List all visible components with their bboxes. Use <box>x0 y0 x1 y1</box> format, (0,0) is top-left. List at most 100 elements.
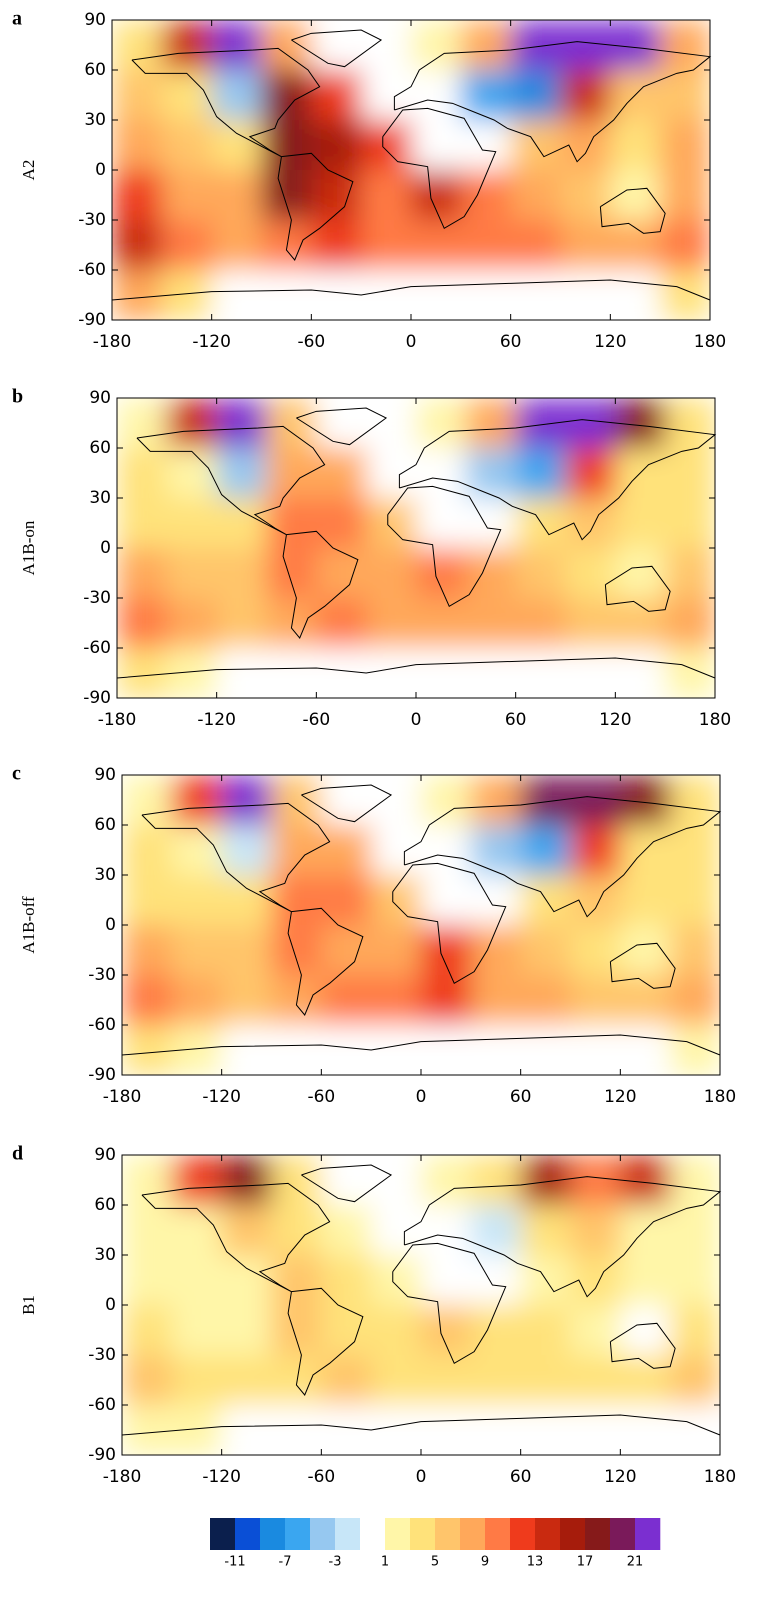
colorbar-tick-label: -3 <box>329 1555 342 1570</box>
cell <box>361 170 412 221</box>
cell <box>221 1255 272 1306</box>
cell <box>665 548 716 599</box>
cell <box>112 170 163 221</box>
cell <box>421 1025 472 1076</box>
cell <box>465 498 517 549</box>
panel-label: a <box>12 8 22 30</box>
cell <box>565 448 616 499</box>
y-tick-label: 60 <box>84 60 106 80</box>
x-tick-label: -60 <box>307 1087 335 1107</box>
colorbar-box <box>385 1518 411 1550</box>
cell <box>560 220 611 271</box>
coastline <box>141 1182 331 1293</box>
cell <box>161 170 213 221</box>
colorbar-tick-label: 1 <box>381 1555 389 1570</box>
cell <box>620 775 671 826</box>
colorbar-box <box>460 1518 486 1550</box>
cell <box>271 1255 322 1306</box>
coastline <box>387 485 502 608</box>
cell <box>171 875 223 926</box>
cell <box>460 270 512 321</box>
cell <box>171 775 223 826</box>
cell <box>470 825 522 876</box>
cell <box>465 548 517 599</box>
y-tick-label: 30 <box>89 488 111 508</box>
x-tick-label: -120 <box>192 332 231 352</box>
cell <box>122 1405 173 1456</box>
y-tick-label: 30 <box>94 865 116 885</box>
cell <box>266 648 317 699</box>
cell <box>161 220 213 271</box>
cell <box>371 925 422 976</box>
cell <box>660 220 711 271</box>
cell <box>122 1205 173 1256</box>
cell <box>271 1025 322 1076</box>
x-tick-label: 60 <box>510 1087 532 1107</box>
cell <box>361 20 412 71</box>
colorbar-box <box>410 1518 436 1550</box>
cell <box>371 1355 422 1406</box>
y-axis-label: A1B-on <box>19 520 38 575</box>
cell <box>570 1405 621 1456</box>
cell <box>570 1155 621 1206</box>
coastline <box>609 942 676 989</box>
cell <box>371 1025 422 1076</box>
cell <box>620 1405 671 1456</box>
cell <box>570 775 621 826</box>
cell <box>211 20 262 71</box>
cell <box>271 1355 322 1406</box>
cell <box>371 975 422 1026</box>
cell <box>171 1305 223 1356</box>
cell <box>271 975 322 1026</box>
coastline <box>599 187 666 234</box>
cell <box>560 20 611 71</box>
cell <box>371 825 422 876</box>
x-tick-label: 0 <box>411 710 422 730</box>
cell <box>216 598 267 649</box>
cell <box>221 775 272 826</box>
cell <box>465 448 517 499</box>
cell <box>122 1305 173 1356</box>
y-tick-label: 60 <box>89 438 111 458</box>
cell <box>371 1305 422 1356</box>
cell <box>321 825 372 876</box>
cell <box>470 1305 522 1356</box>
cell <box>470 1255 522 1306</box>
cell <box>421 1255 472 1306</box>
coastline <box>282 530 359 639</box>
cell <box>311 270 362 321</box>
cell <box>321 1155 372 1206</box>
cell <box>271 1305 322 1356</box>
cell <box>221 925 272 976</box>
cell <box>316 448 367 499</box>
colorbar-box <box>635 1518 661 1550</box>
cell <box>311 220 362 271</box>
coastline <box>136 425 326 536</box>
cell <box>515 448 566 499</box>
cell <box>211 70 262 121</box>
cell <box>166 548 218 599</box>
cell <box>670 975 721 1026</box>
colorbar-box <box>235 1518 261 1550</box>
cell <box>221 1205 272 1256</box>
cell <box>570 925 621 976</box>
cell <box>371 1205 422 1256</box>
cell <box>610 120 661 171</box>
x-tick-label: 120 <box>599 710 631 730</box>
colorbar-box <box>435 1518 461 1550</box>
y-tick-label: -90 <box>88 1065 116 1085</box>
coastline <box>121 1034 721 1056</box>
cell <box>112 20 163 71</box>
cell <box>112 270 163 321</box>
cell <box>221 875 272 926</box>
colorbar-box <box>510 1518 536 1550</box>
cell <box>620 1155 671 1206</box>
cell <box>510 70 561 121</box>
coastline <box>398 419 717 541</box>
cell <box>411 170 462 221</box>
y-tick-label: -90 <box>78 310 106 330</box>
colorbar-tick-label: 9 <box>481 1555 489 1570</box>
cell <box>211 270 262 321</box>
cell <box>261 220 312 271</box>
cell <box>366 648 417 699</box>
